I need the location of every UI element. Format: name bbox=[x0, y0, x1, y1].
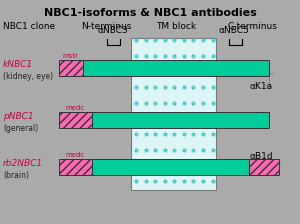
Bar bbox=[81, 60, 268, 76]
Bar bbox=[58, 112, 92, 128]
Text: medc: medc bbox=[65, 152, 85, 158]
Text: medc: medc bbox=[65, 105, 85, 111]
Text: αNBC3: αNBC3 bbox=[97, 26, 128, 35]
Text: TM block: TM block bbox=[156, 22, 196, 31]
Text: (kidney, eye): (kidney, eye) bbox=[3, 72, 53, 81]
Text: αB1d: αB1d bbox=[249, 152, 273, 161]
Bar bbox=[58, 159, 92, 175]
Text: pNBC1: pNBC1 bbox=[3, 112, 34, 121]
Text: αNBC5: αNBC5 bbox=[219, 26, 249, 35]
Bar bbox=[249, 159, 279, 175]
Bar bbox=[58, 60, 82, 76]
Text: NBC1-isoforms & NBC1 antibodies: NBC1-isoforms & NBC1 antibodies bbox=[44, 8, 256, 18]
Bar bbox=[90, 112, 268, 128]
Bar bbox=[130, 38, 216, 190]
Text: kNBC1: kNBC1 bbox=[3, 60, 33, 69]
Text: mstr: mstr bbox=[62, 53, 79, 59]
Text: αK1a: αK1a bbox=[249, 82, 272, 91]
Text: (brain): (brain) bbox=[3, 171, 29, 180]
Text: (general): (general) bbox=[3, 124, 38, 133]
Text: N-terminus: N-terminus bbox=[81, 22, 131, 31]
Text: C-terminus: C-terminus bbox=[228, 22, 278, 31]
Text: NBC1 clone: NBC1 clone bbox=[3, 22, 55, 31]
Bar bbox=[90, 159, 268, 175]
Text: rb2NBC1: rb2NBC1 bbox=[3, 159, 43, 168]
